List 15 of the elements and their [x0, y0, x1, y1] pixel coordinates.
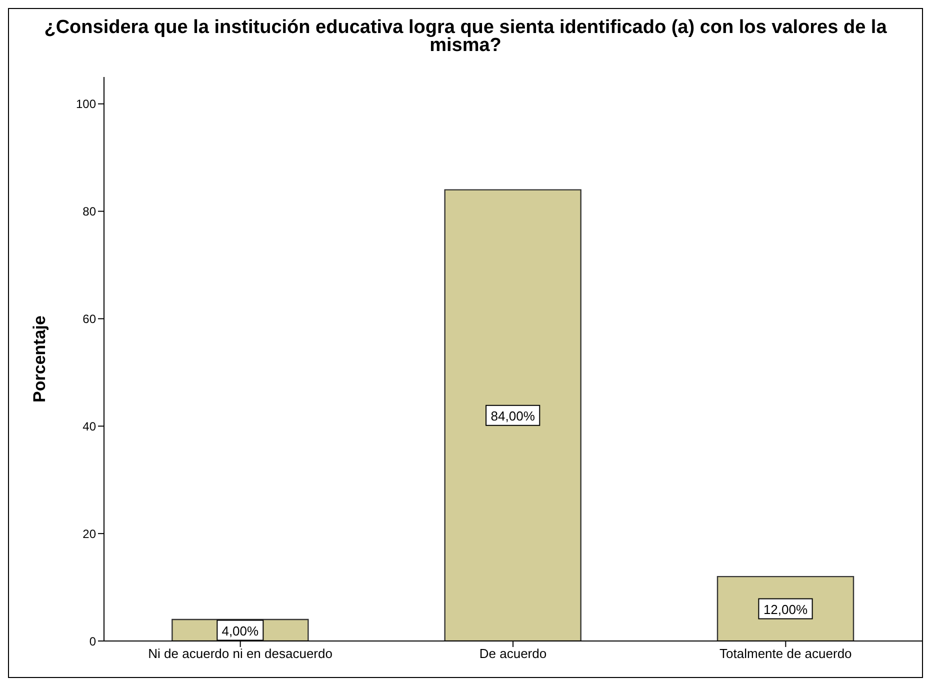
- y-tick-label: 0: [89, 634, 96, 648]
- bar: [444, 189, 582, 641]
- x-tick-label: Totalmente de acuerdo: [720, 646, 852, 662]
- data-label: 4,00%: [222, 623, 260, 638]
- y-tick-label: 40: [82, 419, 96, 434]
- y-tick-label: 60: [82, 312, 96, 326]
- data-label: 84,00%: [490, 408, 536, 424]
- x-tick-label: Ni de acuerdo ni en desacuerdo: [148, 646, 332, 662]
- chart-title: ¿Considera que la institución educativa logra que sienta identificado (a) con los valores de la misma?: [43, 16, 888, 56]
- x-tick-label: De acuerdo: [479, 646, 547, 662]
- y-tick-label: 80: [82, 204, 96, 219]
- y-tick-label: 100: [76, 97, 96, 112]
- y-axis-title: Porcentaje: [30, 316, 50, 402]
- y-tick-label: 20: [82, 526, 96, 541]
- data-label: 12,00%: [763, 602, 808, 617]
